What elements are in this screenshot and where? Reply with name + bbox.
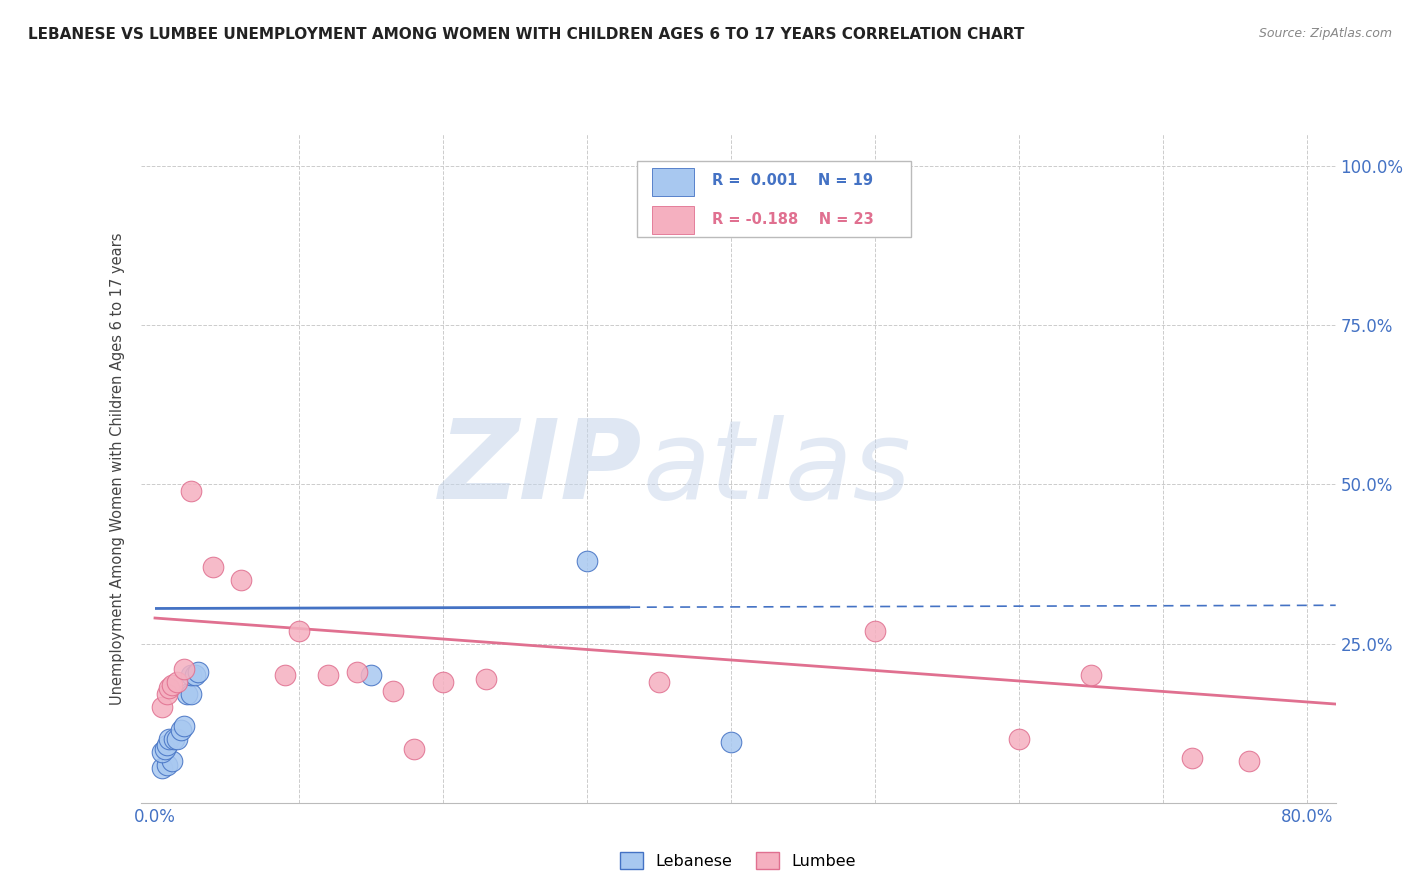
Point	[162, 755, 184, 769]
Point	[1181, 751, 1204, 765]
Point	[180, 688, 202, 702]
Point	[155, 739, 177, 753]
Point	[273, 668, 295, 682]
Y-axis label: Unemployment Among Women with Children Ages 6 to 17 years: Unemployment Among Women with Children A…	[110, 232, 125, 705]
Point	[1239, 755, 1261, 769]
Point	[184, 668, 207, 682]
Point	[187, 665, 209, 680]
Point	[176, 688, 198, 702]
Text: R =  0.001    N = 19: R = 0.001 N = 19	[711, 173, 873, 188]
Point	[1008, 732, 1031, 747]
Point	[157, 732, 180, 747]
Point	[153, 741, 176, 756]
Point	[157, 681, 180, 695]
Point	[150, 745, 173, 759]
Point	[432, 674, 454, 689]
Point	[720, 735, 742, 749]
Point	[404, 741, 426, 756]
Point	[150, 761, 173, 775]
Legend: Lebanese, Lumbee: Lebanese, Lumbee	[614, 846, 862, 875]
Point	[475, 672, 498, 686]
Point	[155, 757, 177, 772]
Point	[316, 668, 339, 682]
FancyBboxPatch shape	[637, 161, 911, 237]
Point	[201, 560, 224, 574]
Point	[162, 678, 184, 692]
Text: R = -0.188    N = 23: R = -0.188 N = 23	[711, 212, 873, 227]
Point	[166, 674, 188, 689]
Text: LEBANESE VS LUMBEE UNEMPLOYMENT AMONG WOMEN WITH CHILDREN AGES 6 TO 17 YEARS COR: LEBANESE VS LUMBEE UNEMPLOYMENT AMONG WO…	[28, 27, 1025, 42]
FancyBboxPatch shape	[652, 168, 695, 195]
Point	[1080, 668, 1102, 682]
Point	[163, 732, 186, 747]
Point	[173, 719, 195, 733]
Point	[360, 668, 382, 682]
FancyBboxPatch shape	[652, 206, 695, 235]
Point	[170, 723, 193, 737]
Point	[155, 688, 177, 702]
Point	[863, 624, 886, 638]
Point	[180, 483, 202, 498]
Point	[231, 573, 253, 587]
Point	[346, 665, 368, 680]
Point	[575, 554, 598, 568]
Point	[150, 700, 173, 714]
Point	[648, 674, 671, 689]
Point	[288, 624, 311, 638]
Point	[381, 684, 404, 698]
Text: ZIP: ZIP	[439, 415, 643, 522]
Point	[173, 662, 195, 676]
Point	[166, 732, 188, 747]
Text: atlas: atlas	[643, 415, 911, 522]
Text: Source: ZipAtlas.com: Source: ZipAtlas.com	[1258, 27, 1392, 40]
Point	[180, 668, 202, 682]
